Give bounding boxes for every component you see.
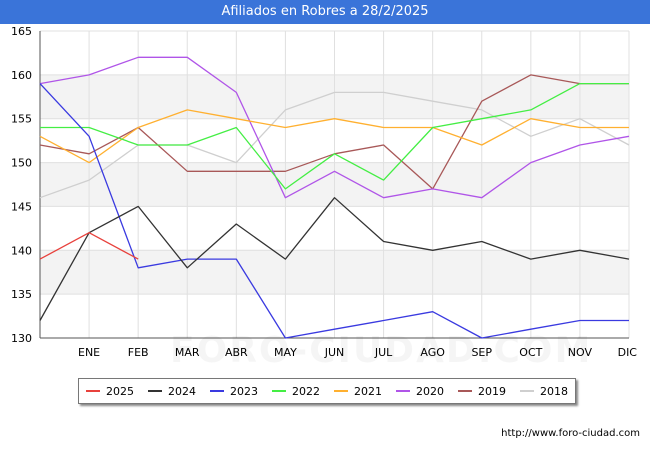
legend-entry-2018: 2018	[520, 385, 568, 398]
legend: 2025 2024 2023 2022 2021 2020 2019 2018	[78, 378, 576, 404]
legend-entry-2021: 2021	[334, 385, 382, 398]
legend-label: 2025	[106, 384, 134, 398]
x-tick-label: JUL	[374, 346, 393, 359]
legend-label: 2018	[540, 384, 568, 398]
series-line-2024	[39, 197, 630, 321]
series-line-2023	[39, 83, 629, 339]
footer-url: http://www.foro-ciudad.com	[501, 428, 640, 439]
legend-swatch	[396, 390, 410, 392]
x-tick-label: DIC	[618, 346, 638, 359]
legend-entry-2023: 2023	[210, 385, 258, 398]
x-tick-label: OCT	[519, 346, 542, 359]
x-tick-label: MAR	[175, 346, 200, 359]
legend-swatch	[520, 390, 534, 392]
x-tick-labels: ENE FEB MAR ABR MAY JUN JUL AGO SEP OCT NOV DIC	[78, 346, 637, 359]
y-tick-label: 160	[11, 69, 32, 82]
chart-title: Afiliados en Robres a 28/2/2025	[0, 0, 650, 24]
x-tick-label: NOV	[568, 346, 593, 359]
legend-entry-2020: 2020	[396, 385, 444, 398]
axes	[39, 31, 629, 339]
legend-swatch	[210, 390, 224, 392]
legend-entry-2025: 2025	[86, 385, 134, 398]
x-tick-label: ENE	[78, 346, 100, 359]
y-tick-labels: 130 135 140 145 150 155 160 165	[11, 25, 32, 345]
series-lines	[39, 56, 630, 339]
legend-entry-2024: 2024	[148, 385, 196, 398]
legend-label: 2022	[292, 384, 320, 398]
x-tick-label: JUN	[324, 346, 345, 359]
series-line-2022	[40, 82, 629, 190]
y-tick-label: 140	[11, 244, 32, 257]
legend-label: 2021	[354, 384, 382, 398]
legend-label: 2023	[230, 384, 258, 398]
series-line-2020	[39, 56, 630, 199]
legend-swatch	[86, 390, 100, 392]
series-line-2021	[39, 109, 629, 164]
series-line-2025	[39, 232, 139, 260]
legend-swatch	[458, 390, 472, 392]
x-tick-label: AGO	[420, 346, 445, 359]
x-tick-label: FEB	[128, 346, 149, 359]
y-tick-label: 165	[11, 25, 32, 38]
y-tick-label: 155	[11, 113, 32, 126]
legend-label: 2020	[416, 384, 444, 398]
watermark: FORO-CIUDAD.COM	[170, 330, 592, 371]
legend-label: 2019	[478, 384, 506, 398]
x-tick-label: SEP	[471, 346, 492, 359]
legend-swatch	[148, 390, 162, 392]
legend-label: 2024	[168, 384, 196, 398]
legend-swatch	[272, 390, 286, 392]
y-tick-label: 135	[11, 288, 32, 301]
y-tick-label: 130	[11, 332, 32, 345]
legend-entry-2022: 2022	[272, 385, 320, 398]
y-tick-label: 150	[11, 157, 32, 170]
x-tick-label: MAY	[274, 346, 297, 359]
legend-entry-2019: 2019	[458, 385, 506, 398]
legend-swatch	[334, 390, 348, 392]
y-tick-label: 145	[11, 200, 32, 213]
x-tick-label: ABR	[225, 346, 248, 359]
